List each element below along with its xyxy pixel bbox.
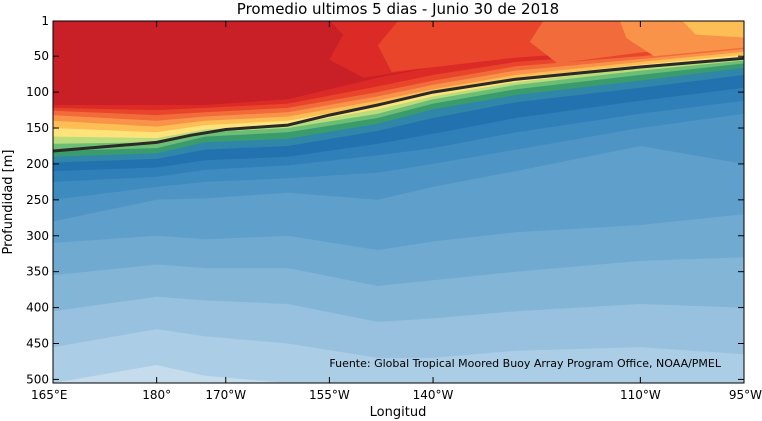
y-tick-label: 100 bbox=[26, 85, 49, 99]
y-tick-label: 450 bbox=[26, 336, 49, 350]
y-tick-label: 150 bbox=[26, 121, 49, 135]
warm-patch-4 bbox=[682, 21, 744, 38]
source-note: Fuente: Global Tropical Moored Buoy Arra… bbox=[329, 357, 721, 370]
y-tick-label: 200 bbox=[26, 157, 49, 171]
y-tick-label: 350 bbox=[26, 265, 49, 279]
x-tick-label: 95°W bbox=[729, 388, 762, 402]
x-tick-label: 140°W bbox=[413, 388, 454, 402]
x-tick-label: 170°W bbox=[205, 388, 246, 402]
x-tick-label: 110°W bbox=[620, 388, 661, 402]
y-tick-label: 1 bbox=[41, 14, 49, 28]
y-tick-label: 300 bbox=[26, 229, 49, 243]
plot-frame bbox=[52, 20, 745, 384]
y-tick-label: 250 bbox=[26, 193, 49, 207]
y-tick-label: 400 bbox=[26, 301, 49, 315]
x-axis-label: Longitud bbox=[370, 405, 427, 420]
temperature-layer-19 bbox=[53, 329, 744, 383]
chart-title: Promedio ultimos 5 dias - Junio 30 de 20… bbox=[237, 0, 559, 18]
warm-surface-patches bbox=[329, 21, 744, 78]
y-tick-label: 500 bbox=[26, 372, 49, 386]
temperature-layers bbox=[53, 21, 744, 383]
plot-area bbox=[53, 21, 744, 383]
x-tick-label: 165°E bbox=[31, 388, 68, 402]
x-tick-label: 180° bbox=[142, 388, 171, 402]
y-tick-label: 50 bbox=[34, 49, 49, 63]
x-axis: 165°E 180° 170°W 155°W 140°W 110°W 95°W bbox=[31, 21, 762, 402]
x-tick-label: 155°W bbox=[309, 388, 350, 402]
thermocline-line bbox=[53, 56, 744, 153]
y-axis-label: Profundidad [m] bbox=[1, 150, 16, 255]
